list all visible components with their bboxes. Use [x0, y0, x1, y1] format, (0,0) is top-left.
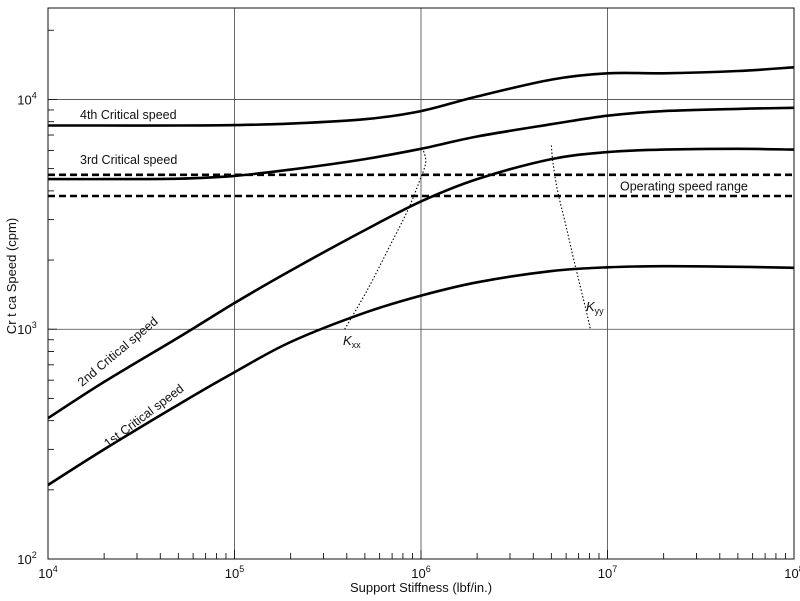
stiffness-lines [344, 145, 591, 330]
stiffness-label-xx: Kxx [343, 333, 361, 350]
x-tick-label: 107 [598, 564, 617, 581]
y-tick-labels: 102 103 104 [17, 90, 36, 567]
series-line-3 [47, 106, 795, 181]
plot-frame [47, 7, 795, 560]
operating-speed-range: Operating speed range [48, 173, 794, 198]
stiffness-line-xx [344, 150, 427, 330]
series-line-4 [48, 66, 795, 127]
series-line-2 [47, 147, 795, 420]
stiffness-line-yy [550, 145, 591, 330]
y-tick-label: 104 [17, 90, 36, 107]
x-tick-label: 106 [411, 564, 430, 581]
y-axis-title: Cr t ca Speed (cpm) [4, 218, 19, 334]
series-lines [47, 66, 795, 487]
x-tick-labels: 104 105 106 107 108 [38, 564, 800, 581]
series-label-3: 3rd Critical speed [80, 153, 177, 167]
x-tick-label: 104 [38, 564, 57, 581]
x-tick-label: 108 [784, 564, 800, 581]
series-line-1 [47, 264, 795, 487]
series-label-4: 4th Critical speed [80, 108, 177, 122]
y-tick-label: 103 [17, 320, 36, 337]
stiffness-label-yy: Kyy [586, 299, 604, 316]
operating-range-label: Operating speed range [620, 179, 748, 193]
x-tick-label: 105 [225, 564, 244, 581]
x-axis-title: Support Stiffness (lbf/in.) [350, 580, 492, 595]
grid [48, 8, 794, 559]
y-tick-label: 102 [17, 550, 36, 567]
